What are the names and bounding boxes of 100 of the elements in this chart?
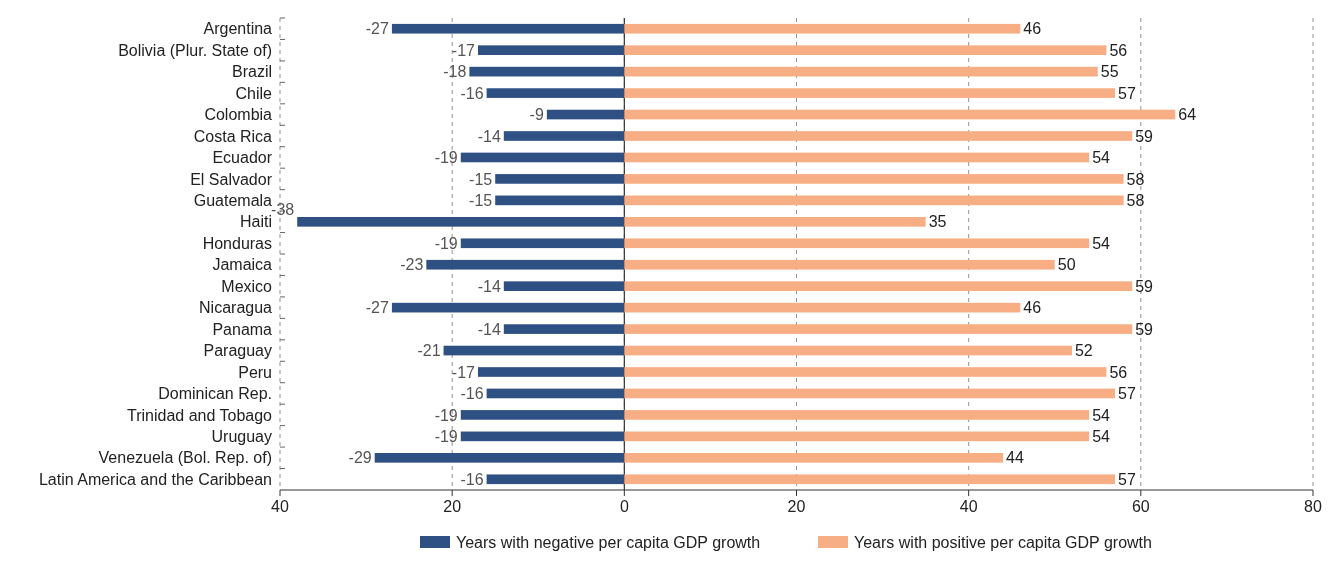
data-label: 35 xyxy=(928,213,947,231)
y-tick-label: Nicaragua xyxy=(199,299,273,317)
bar xyxy=(624,388,1116,399)
data-label: 57 xyxy=(1118,84,1136,102)
y-tick-label: Venezuela (Bol. Rep. of) xyxy=(98,449,272,467)
data-label: 59 xyxy=(1135,277,1154,295)
y-tick-label: Brazil xyxy=(231,63,272,81)
data-label: -16 xyxy=(460,84,484,102)
data-label: 56 xyxy=(1109,363,1128,381)
bar xyxy=(477,45,625,56)
bar xyxy=(624,88,1116,98)
legend-label: Years with negative per capita GDP growth xyxy=(456,533,761,551)
bar xyxy=(624,45,1107,56)
y-tick-label: El Salvador xyxy=(190,170,273,188)
bar xyxy=(503,281,625,292)
x-tick-label: 0 xyxy=(619,498,629,515)
bar xyxy=(624,345,1072,356)
data-label: -19 xyxy=(434,234,458,252)
bar xyxy=(460,431,625,442)
bar xyxy=(624,152,1090,163)
bar xyxy=(624,131,1133,141)
y-tick-label: Uruguay xyxy=(211,427,272,445)
bar xyxy=(486,474,625,485)
data-label: -38 xyxy=(271,201,295,219)
bar xyxy=(546,109,625,120)
bar xyxy=(624,367,1107,377)
y-tick-label: Argentina xyxy=(203,20,273,38)
bar xyxy=(460,410,625,420)
bar xyxy=(624,324,1133,334)
bar xyxy=(624,174,1124,184)
bar xyxy=(374,452,625,463)
data-label: -15 xyxy=(469,170,493,188)
y-tick-label: Paraguay xyxy=(203,342,272,360)
bar xyxy=(443,345,625,356)
data-label: -21 xyxy=(417,342,441,360)
data-label: 54 xyxy=(1092,406,1111,424)
bar xyxy=(624,452,1004,463)
bar xyxy=(503,131,625,141)
bar xyxy=(486,388,625,399)
data-label: -19 xyxy=(434,427,458,445)
data-label: 52 xyxy=(1074,342,1093,360)
bar xyxy=(297,216,625,227)
x-tick-label: 40 xyxy=(959,498,978,515)
data-label: 64 xyxy=(1178,106,1197,124)
y-tick-label: Mexico xyxy=(221,277,273,295)
y-tick-label: Colombia xyxy=(204,106,273,124)
y-tick-label: Chile xyxy=(235,84,273,102)
x-tick-label: 20 xyxy=(443,498,462,515)
data-label: -16 xyxy=(460,470,484,488)
data-label: -27 xyxy=(365,299,390,317)
data-label: -19 xyxy=(434,149,458,167)
data-label: 58 xyxy=(1126,191,1145,209)
bar xyxy=(624,216,926,227)
data-label: -14 xyxy=(477,127,501,145)
bar xyxy=(486,88,625,98)
bar xyxy=(624,109,1176,120)
data-label: -17 xyxy=(451,41,476,59)
data-label: -29 xyxy=(348,449,372,467)
data-label: -14 xyxy=(477,277,501,295)
data-label: 57 xyxy=(1118,470,1136,488)
data-label: -17 xyxy=(451,363,476,381)
legend-label: Years with positive per capita GDP growth xyxy=(854,533,1152,551)
bar xyxy=(624,238,1090,249)
x-tick-label: 40 xyxy=(271,498,289,515)
y-tick-label: Peru xyxy=(238,363,272,381)
bar xyxy=(624,23,1021,34)
y-tick-label: Guatemala xyxy=(193,191,273,209)
data-label: 54 xyxy=(1092,149,1111,167)
data-label: -27 xyxy=(365,20,390,38)
data-label: -9 xyxy=(529,106,544,124)
data-label: 54 xyxy=(1092,427,1111,445)
data-label: -18 xyxy=(443,63,467,81)
bar xyxy=(460,152,625,163)
bar xyxy=(477,367,625,377)
bar xyxy=(460,238,625,249)
data-label: -15 xyxy=(469,191,493,209)
bar xyxy=(624,66,1098,77)
data-label: 57 xyxy=(1118,385,1136,403)
data-label: -14 xyxy=(477,320,501,338)
x-tick-label: 60 xyxy=(1131,498,1150,515)
bar xyxy=(426,259,625,270)
data-label: 46 xyxy=(1023,20,1042,38)
bar xyxy=(503,324,625,334)
y-tick-label: Ecuador xyxy=(212,149,273,167)
data-label: 54 xyxy=(1092,234,1111,252)
y-tick-label: Bolivia (Plur. State of) xyxy=(118,41,272,59)
bar xyxy=(469,66,625,77)
y-tick-label: Latin America and the Caribbean xyxy=(38,470,272,488)
data-label: 46 xyxy=(1023,299,1042,317)
bar xyxy=(391,302,625,313)
data-label: -19 xyxy=(434,406,458,424)
data-label: 50 xyxy=(1057,256,1076,274)
y-tick-label: Costa Rica xyxy=(193,127,273,145)
bar xyxy=(624,281,1133,292)
bar xyxy=(391,23,625,34)
x-tick-label: 80 xyxy=(1304,498,1322,515)
bar xyxy=(624,302,1021,313)
data-label: 56 xyxy=(1109,41,1128,59)
bar xyxy=(624,195,1124,206)
bar xyxy=(624,259,1055,270)
